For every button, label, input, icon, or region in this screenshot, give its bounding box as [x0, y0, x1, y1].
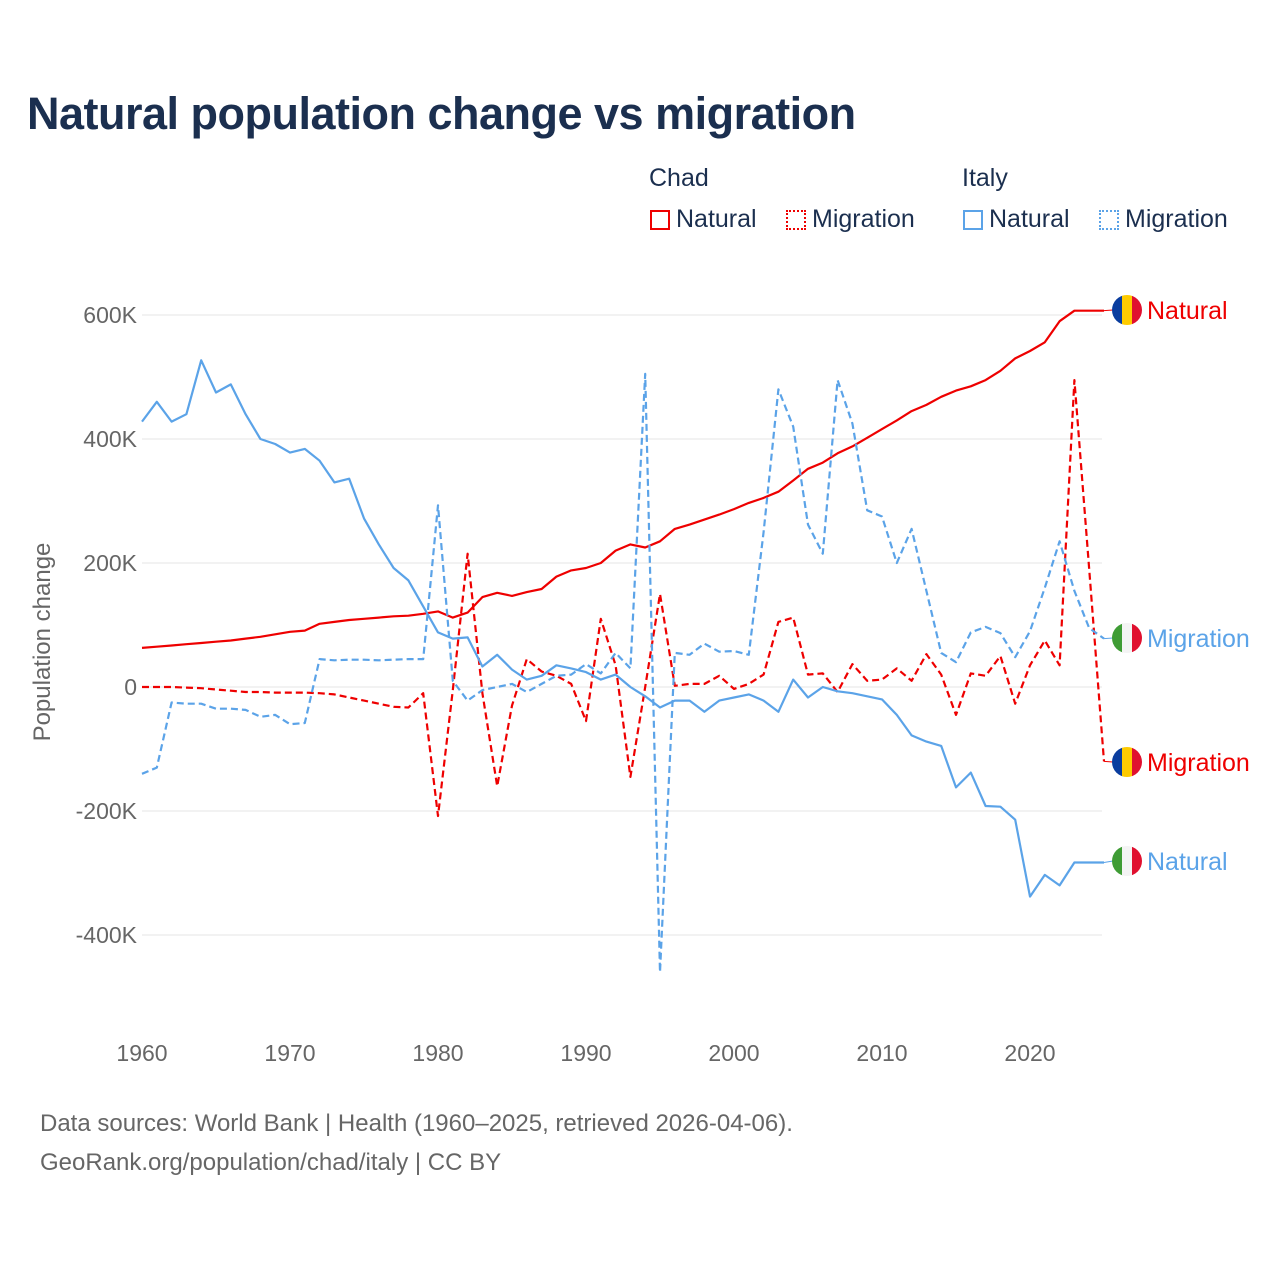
flag-stripe	[1112, 846, 1123, 876]
flag-stripe	[1112, 623, 1123, 653]
y-tick-label: 200K	[83, 550, 137, 576]
legend-group-italy: Italy	[962, 164, 1008, 192]
italy-flag-icon	[1112, 623, 1142, 653]
y-tick-label: -400K	[76, 922, 138, 948]
legend-chad-migration[interactable]: Migration	[786, 205, 915, 234]
series-line-italy-migration	[141, 372, 1105, 974]
flag-stripe	[1122, 623, 1133, 653]
flag-stripe	[1122, 846, 1133, 876]
x-tick-label: 2020	[1004, 1040, 1055, 1066]
legend-italy-migration[interactable]: Migration	[1099, 205, 1228, 234]
footer-sources: Data sources: World Bank | Health (1960–…	[40, 1110, 793, 1137]
legend-swatch-dotted-blue	[1099, 209, 1119, 230]
leader-line	[1103, 760, 1114, 763]
chad-flag-icon	[1112, 747, 1142, 777]
footer-url[interactable]: GeoRank.org/population/chad/italy | CC B…	[40, 1149, 502, 1176]
legend-chad-natural[interactable]: Natural	[650, 205, 757, 234]
series-end-label: Natural	[1147, 297, 1228, 325]
flag-stripe	[1112, 295, 1123, 325]
legend-group-chad: Chad	[649, 164, 709, 192]
leader-line	[1103, 637, 1114, 640]
legend-italy-natural[interactable]: Natural	[963, 205, 1070, 234]
series-line-chad-natural	[141, 309, 1104, 649]
legend-swatch-solid-red	[650, 209, 670, 230]
series-line-italy-natural	[141, 359, 1104, 898]
series-end-label: Natural	[1147, 848, 1228, 876]
legend-label: Natural	[989, 205, 1070, 233]
x-tick-label: 1980	[412, 1040, 463, 1066]
series-line-chad-migration	[142, 379, 1106, 818]
chad-flag-icon	[1112, 295, 1142, 325]
y-tick-label: -200K	[76, 798, 138, 824]
flag-stripe	[1122, 295, 1133, 325]
x-tick-label: 2000	[708, 1040, 759, 1066]
chart-title: Natural population change vs migration	[27, 88, 856, 139]
y-tick-label: 600K	[83, 302, 137, 328]
y-tick-label: 400K	[83, 426, 137, 452]
y-tick-label: 0	[124, 674, 137, 700]
legend-label: Migration	[812, 205, 915, 233]
flag-stripe	[1132, 295, 1142, 325]
series-end-label: Migration	[1147, 625, 1250, 653]
x-tick-label: 2010	[856, 1040, 907, 1066]
leader-line	[1103, 309, 1114, 312]
flag-stripe	[1132, 747, 1142, 777]
italy-flag-icon	[1112, 846, 1142, 876]
series-end-label: Migration	[1147, 749, 1250, 777]
flag-stripe	[1112, 747, 1123, 777]
flag-stripe	[1132, 623, 1142, 653]
x-tick-label: 1960	[116, 1040, 167, 1066]
x-tick-label: 1990	[560, 1040, 611, 1066]
x-tick-label: 1970	[264, 1040, 315, 1066]
y-axis-title: Population change	[29, 543, 56, 742]
leader-line	[1103, 860, 1114, 863]
flag-stripe	[1122, 747, 1133, 777]
legend-swatch-dotted-red	[786, 209, 806, 230]
flag-stripe	[1132, 846, 1142, 876]
legend-label: Natural	[676, 205, 757, 233]
legend-swatch-solid-blue	[963, 209, 983, 230]
legend-label: Migration	[1125, 205, 1228, 233]
